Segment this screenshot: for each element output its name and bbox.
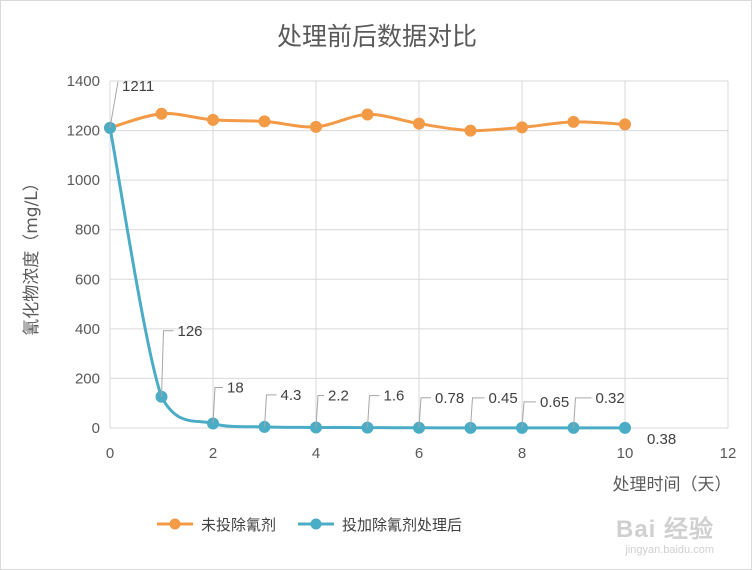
data-label: 126 [178,323,203,340]
data-point [516,121,528,134]
y-tick-label: 1000 [67,172,100,189]
y-tick-label: 600 [75,271,100,288]
leader-line [212,387,223,424]
y-tick-label: 1200 [67,123,100,140]
data-point [413,117,425,130]
data-point [258,115,271,128]
data-point [619,421,631,434]
data-point [619,118,631,131]
data-label: 0.65 [540,394,569,411]
data-label: 2.2 [328,387,349,404]
data-point [361,108,374,121]
data-label: 0.32 [596,390,625,407]
legend: 未投除氰剂 投加除氰剂处理后 [157,516,462,534]
leader-line [315,394,324,428]
chart-title: 处理前后数据对比 [277,22,477,51]
x-tick-label: 8 [518,445,526,462]
leader-line [521,401,536,428]
series-line-1 [108,127,626,430]
y-tick-label: 800 [75,222,100,239]
x-tick-label: 0 [106,445,114,462]
leader-line [161,330,174,397]
data-point [464,124,477,137]
tick-labels: 0 200 400 600 800 1000 1200 1400 0 2 4 6 8 10 12 [67,73,737,462]
legend-entry: 投加除氰剂处理后 [342,516,462,534]
y-axis-label: 氰化物浓度（mg/L） [22,174,42,336]
data-label: 0.78 [435,390,464,407]
x-tick-label: 12 [720,445,737,462]
x-tick-label: 2 [209,445,217,462]
data-labels: 1211 126 18 4.3 2.2 1.6 0.78 0.45 0.65 0.32 0.38 [122,78,676,448]
x-tick-label: 6 [415,445,423,462]
y-tick-label: 1400 [67,73,100,90]
leader-line [418,397,431,428]
y-tick-label: 200 [75,370,100,387]
x-axis-label: 处理时间（天） [613,475,732,495]
x-tick-label: 10 [617,445,634,462]
leader-lines [109,81,592,428]
data-point [155,107,168,120]
data-label: 0.38 [647,431,676,448]
series-lines [104,107,631,434]
data-label: 18 [227,380,244,397]
x-tick-label: 4 [312,445,320,462]
watermark-url: jingyan.baidu.com [625,544,714,556]
data-label: 1211 [122,78,154,95]
y-tick-label: 0 [92,420,100,437]
data-point [567,115,580,128]
watermark-logo-text: Bai 经验 [615,516,714,543]
leader-line [367,395,380,428]
legend-swatch-marker [310,518,322,530]
data-label: 0.45 [489,390,518,407]
legend-swatch-marker [169,518,181,530]
data-label: 1.6 [384,388,405,405]
leader-line [573,397,592,428]
gridlines [109,80,729,429]
y-tick-label: 400 [75,321,100,338]
data-point [310,120,322,133]
watermark-logo: Bai 经验 jingyan.baidu.com [616,509,714,556]
legend-entry: 未投除氰剂 [201,516,276,534]
leader-line [109,81,119,128]
leader-line [470,397,485,428]
leader-line [264,394,277,427]
data-label: 4.3 [281,387,302,404]
data-point [207,113,219,126]
